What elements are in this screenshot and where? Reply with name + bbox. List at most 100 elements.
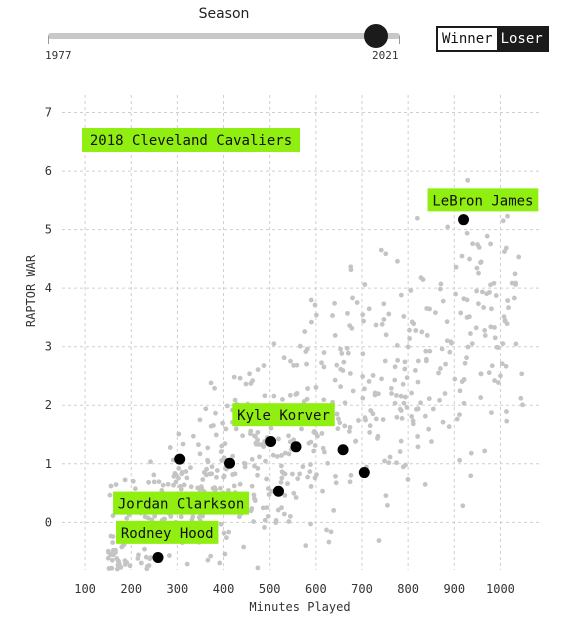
background-point <box>367 430 373 435</box>
background-point <box>379 321 385 327</box>
background-point <box>160 482 166 488</box>
background-point <box>218 449 224 455</box>
background-point <box>122 562 128 567</box>
background-point <box>116 558 121 564</box>
background-point <box>503 245 509 251</box>
background-point <box>338 366 344 372</box>
background-point <box>199 486 205 491</box>
winner-loser-toggle[interactable]: Winner Loser <box>436 26 549 52</box>
background-point <box>519 371 525 377</box>
background-point <box>232 490 238 495</box>
background-point <box>320 488 325 494</box>
background-point <box>189 517 195 523</box>
background-point <box>179 471 185 477</box>
background-point <box>495 380 501 385</box>
background-point <box>255 429 261 435</box>
background-point <box>167 445 173 450</box>
background-point <box>289 471 295 477</box>
background-point <box>464 355 469 361</box>
background-point <box>453 264 459 270</box>
background-point <box>142 514 148 520</box>
background-point <box>265 486 271 491</box>
background-point <box>176 466 182 471</box>
background-point <box>291 490 297 496</box>
background-point <box>210 493 216 499</box>
background-point <box>257 454 262 460</box>
background-point <box>269 488 275 494</box>
background-point <box>478 260 483 265</box>
player-label: LeBron James <box>432 193 533 209</box>
background-point <box>513 280 518 286</box>
background-point <box>241 460 247 466</box>
background-point <box>433 310 438 316</box>
background-point <box>513 282 519 287</box>
background-point <box>271 341 277 347</box>
background-point <box>333 473 338 479</box>
background-point <box>107 551 113 557</box>
background-point <box>178 486 184 492</box>
background-point <box>274 454 280 459</box>
background-point <box>117 538 123 543</box>
background-point <box>282 450 288 456</box>
season-slider-track[interactable] <box>48 24 400 48</box>
background-point <box>405 344 411 350</box>
background-point <box>230 453 236 459</box>
background-point <box>107 492 113 498</box>
background-point <box>132 486 138 492</box>
background-point <box>145 564 150 569</box>
background-point <box>160 509 166 514</box>
background-point <box>297 343 303 349</box>
background-point <box>225 488 231 493</box>
background-point <box>174 473 179 479</box>
background-point <box>389 391 394 396</box>
background-point <box>424 356 429 362</box>
background-point <box>195 485 201 491</box>
background-point <box>289 446 294 452</box>
background-point <box>410 418 416 424</box>
background-point <box>321 397 327 403</box>
background-point <box>353 439 358 444</box>
background-point <box>445 224 451 230</box>
background-point <box>142 514 148 520</box>
background-point <box>353 438 359 444</box>
background-point <box>350 388 356 394</box>
y-tick-label: 6 <box>45 164 52 178</box>
y-tick-label: 1 <box>45 457 52 471</box>
background-point <box>430 406 436 412</box>
background-point <box>153 499 159 505</box>
background-point <box>308 462 313 467</box>
winner-option[interactable]: Winner <box>438 28 497 50</box>
background-point <box>166 553 172 558</box>
background-point <box>176 431 182 437</box>
loser-option[interactable]: Loser <box>496 28 547 50</box>
background-point <box>308 319 314 325</box>
background-point <box>505 213 510 219</box>
background-point <box>314 404 320 410</box>
background-point <box>262 525 267 530</box>
background-point <box>248 428 254 434</box>
background-point <box>345 350 351 356</box>
season-slider-thumb[interactable] <box>364 24 388 48</box>
background-point <box>295 476 301 482</box>
background-point <box>376 391 381 397</box>
background-point <box>383 493 389 499</box>
background-point <box>205 557 211 563</box>
background-point <box>395 258 400 264</box>
background-point <box>398 438 404 444</box>
background-point <box>475 242 480 247</box>
background-point <box>184 475 190 481</box>
background-point <box>157 558 163 564</box>
background-point <box>127 529 133 535</box>
background-point <box>154 494 160 500</box>
background-point <box>376 538 382 543</box>
background-point <box>405 477 411 482</box>
slider-min-tick <box>48 36 49 44</box>
background-point <box>117 533 123 539</box>
background-point <box>513 341 519 347</box>
background-point <box>209 464 215 470</box>
background-point <box>419 329 425 335</box>
background-point <box>492 378 497 383</box>
background-point <box>415 406 421 412</box>
background-point <box>460 503 466 509</box>
